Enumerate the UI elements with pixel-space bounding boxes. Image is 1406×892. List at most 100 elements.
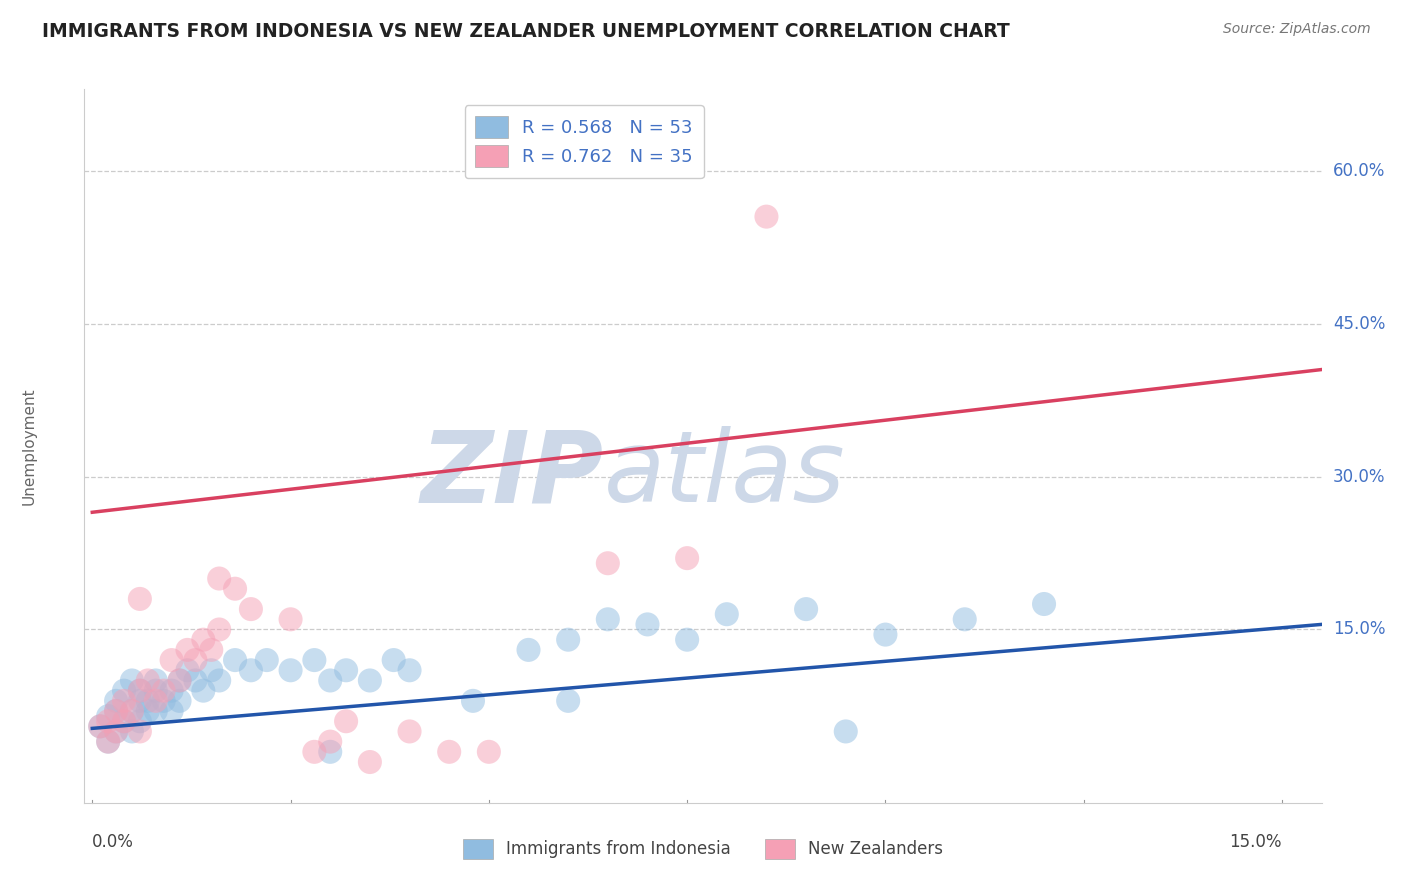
Point <box>112 714 135 729</box>
Point <box>193 632 215 647</box>
Point <box>105 724 128 739</box>
Point <box>596 612 619 626</box>
Point <box>239 663 262 677</box>
Point <box>359 673 381 688</box>
Point <box>335 663 357 677</box>
Point <box>835 724 858 739</box>
Point <box>637 617 659 632</box>
Point <box>121 704 143 718</box>
Point <box>89 719 111 733</box>
Point <box>335 714 357 729</box>
Point <box>112 694 135 708</box>
Point <box>676 632 699 647</box>
Point <box>517 643 540 657</box>
Point <box>239 602 262 616</box>
Point <box>280 612 302 626</box>
Text: atlas: atlas <box>605 426 845 523</box>
Point <box>359 755 381 769</box>
Point <box>128 724 150 739</box>
Point <box>875 627 897 641</box>
Point <box>1033 597 1056 611</box>
Point <box>128 683 150 698</box>
Point <box>398 663 420 677</box>
Text: 45.0%: 45.0% <box>1333 315 1385 333</box>
Point <box>105 694 128 708</box>
Point <box>200 643 222 657</box>
Point <box>382 653 405 667</box>
Point <box>145 704 167 718</box>
Point <box>112 683 135 698</box>
Point <box>478 745 501 759</box>
Text: ZIP: ZIP <box>420 426 605 523</box>
Point <box>89 719 111 733</box>
Point <box>105 704 128 718</box>
Point <box>169 673 191 688</box>
Point <box>557 632 579 647</box>
Point <box>169 694 191 708</box>
Point <box>136 673 159 688</box>
Point <box>208 623 231 637</box>
Point <box>319 745 342 759</box>
Point <box>105 724 128 739</box>
Text: IMMIGRANTS FROM INDONESIA VS NEW ZEALANDER UNEMPLOYMENT CORRELATION CHART: IMMIGRANTS FROM INDONESIA VS NEW ZEALAND… <box>42 22 1010 41</box>
Text: 30.0%: 30.0% <box>1333 467 1385 485</box>
Point <box>319 734 342 748</box>
Point <box>128 591 150 606</box>
Point <box>136 704 159 718</box>
Text: 0.0%: 0.0% <box>93 833 134 851</box>
Point <box>97 734 120 748</box>
Point <box>145 683 167 698</box>
Point <box>152 683 174 698</box>
Point <box>145 673 167 688</box>
Point <box>596 556 619 570</box>
Point <box>145 694 167 708</box>
Legend: Immigrants from Indonesia, New Zealanders: Immigrants from Indonesia, New Zealander… <box>457 832 949 866</box>
Point <box>398 724 420 739</box>
Point <box>136 694 159 708</box>
Point <box>280 663 302 677</box>
Point <box>193 683 215 698</box>
Point <box>208 673 231 688</box>
Point <box>953 612 976 626</box>
Point <box>755 210 778 224</box>
Point <box>304 745 326 759</box>
Point <box>97 709 120 723</box>
Point <box>121 704 143 718</box>
Point <box>676 551 699 566</box>
Point <box>461 694 484 708</box>
Point <box>224 653 246 667</box>
Point <box>97 714 120 729</box>
Point <box>319 673 342 688</box>
Point <box>152 694 174 708</box>
Point <box>97 734 120 748</box>
Point <box>794 602 817 616</box>
Point <box>105 704 128 718</box>
Point <box>200 663 222 677</box>
Point <box>256 653 278 667</box>
Point <box>160 704 183 718</box>
Text: 15.0%: 15.0% <box>1333 621 1385 639</box>
Text: Source: ZipAtlas.com: Source: ZipAtlas.com <box>1223 22 1371 37</box>
Text: 15.0%: 15.0% <box>1229 833 1282 851</box>
Point <box>160 683 183 698</box>
Point <box>128 714 150 729</box>
Point <box>716 607 738 622</box>
Point <box>184 653 207 667</box>
Point <box>208 572 231 586</box>
Point <box>160 653 183 667</box>
Point <box>224 582 246 596</box>
Point <box>121 724 143 739</box>
Point <box>121 673 143 688</box>
Point <box>176 643 198 657</box>
Point <box>169 673 191 688</box>
Point <box>128 694 150 708</box>
Point <box>557 694 579 708</box>
Point <box>112 714 135 729</box>
Point <box>437 745 460 759</box>
Point <box>128 683 150 698</box>
Text: Unemployment: Unemployment <box>21 387 37 505</box>
Point <box>184 673 207 688</box>
Point <box>304 653 326 667</box>
Point <box>176 663 198 677</box>
Text: 60.0%: 60.0% <box>1333 161 1385 180</box>
